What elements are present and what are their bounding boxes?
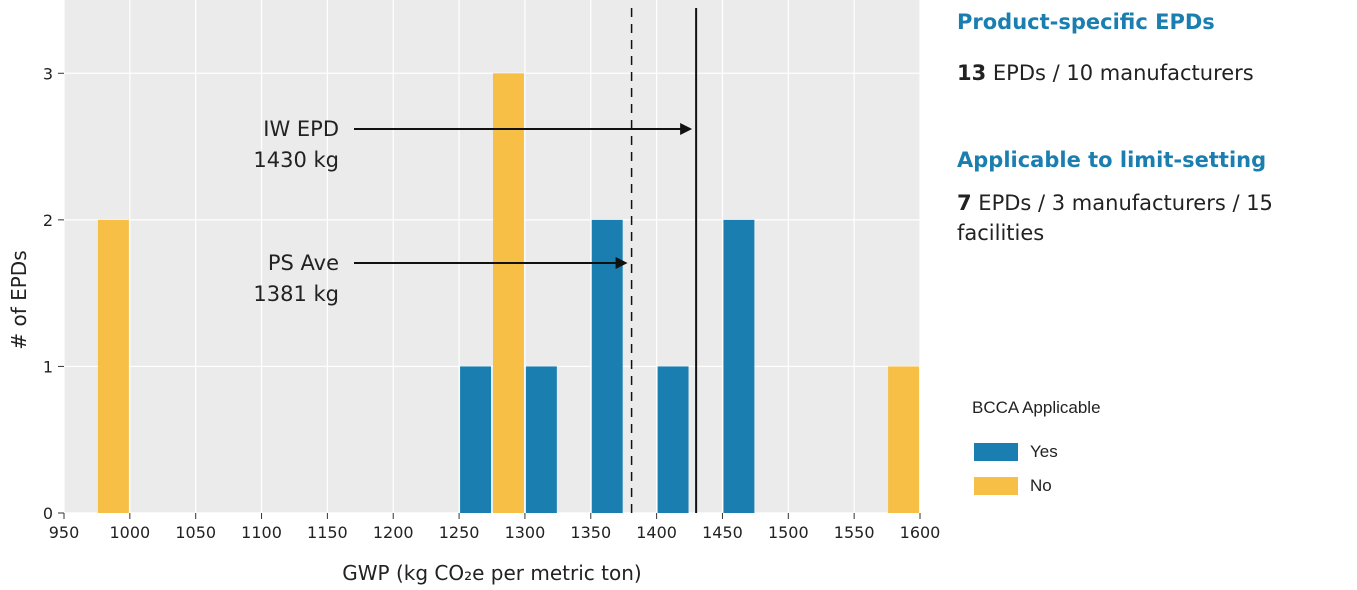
bar-yes [657,366,689,513]
gridlines [63,0,921,514]
legend-label-yes: Yes [1030,442,1058,461]
stat-product-specific: 13 EPDs / 10 manufacturers [957,58,1254,88]
refline-value-ps-ave: 1381 kg [253,282,339,306]
x-tick-label: 1300 [505,523,546,542]
stat-applicable-text: EPDs / 3 manufacturers / 15 [971,191,1273,215]
legend-swatch-yes [974,443,1018,461]
heading-applicable: Applicable to limit-setting [957,148,1267,172]
legend-label-no: No [1030,476,1052,495]
stat-product-specific-count: 13 [957,61,987,85]
x-tick-label: 1450 [702,523,743,542]
x-axis-ticks: 950 1000 1050 1100 1150 1200 1250 1300 1350 1400 1… [49,513,941,542]
stat-applicable-count: 7 [957,191,972,215]
bars [97,73,919,514]
x-tick-label: 1200 [373,523,414,542]
reference-lines: IW EPD 1430 kg PS Ave 1381 kg [253,8,698,513]
x-tick-label: 1150 [307,523,348,542]
bar-yes [723,219,755,513]
stat-product-specific-text: EPDs / 10 manufacturers [986,61,1254,85]
x-tick-label: 1500 [768,523,809,542]
legend-item-no: No [974,476,1052,496]
y-tick-label: 3 [43,64,53,83]
x-tick-label: 1250 [439,523,480,542]
legend-item-yes: Yes [974,442,1058,462]
bar-yes [525,366,557,513]
refline-label-iw-epd: IW EPD [263,117,339,141]
stat-applicable-text-line2: facilities [957,221,1045,245]
stat-applicable: 7 EPDs / 3 manufacturers / 15 facilities [957,188,1273,248]
x-axis-label: GWP (kg CO₂e per metric ton) [342,561,641,585]
heading-product-specific: Product-specific EPDs [957,10,1215,34]
legend-title: BCCA Applicable [972,398,1101,417]
x-tick-label: 1600 [900,523,941,542]
refline-label-ps-ave: PS Ave [268,251,339,275]
bar-no [888,366,919,513]
x-tick-label: 1100 [241,523,282,542]
x-tick-label: 950 [49,523,80,542]
y-tick-label: 2 [43,211,53,230]
plot-background [64,0,920,513]
y-tick-label: 0 [43,504,53,523]
arrowhead-ps-ave [615,257,628,269]
x-tick-label: 1000 [109,523,150,542]
y-axis-ticks: 0 1 2 3 [43,64,64,523]
bar-yes [460,366,491,513]
bar-no [97,219,129,513]
legend-swatch-no [974,477,1018,495]
x-tick-label: 1350 [570,523,611,542]
y-tick-label: 1 [43,357,53,376]
x-tick-label: 1400 [636,523,677,542]
arrowhead-iw-epd [680,123,693,135]
x-tick-label: 1050 [175,523,216,542]
bar-no [493,73,524,514]
refline-value-iw-epd: 1430 kg [253,148,339,172]
bar-yes [591,219,623,513]
x-tick-label: 1550 [834,523,875,542]
y-axis-label: # of EPDs [7,250,31,349]
